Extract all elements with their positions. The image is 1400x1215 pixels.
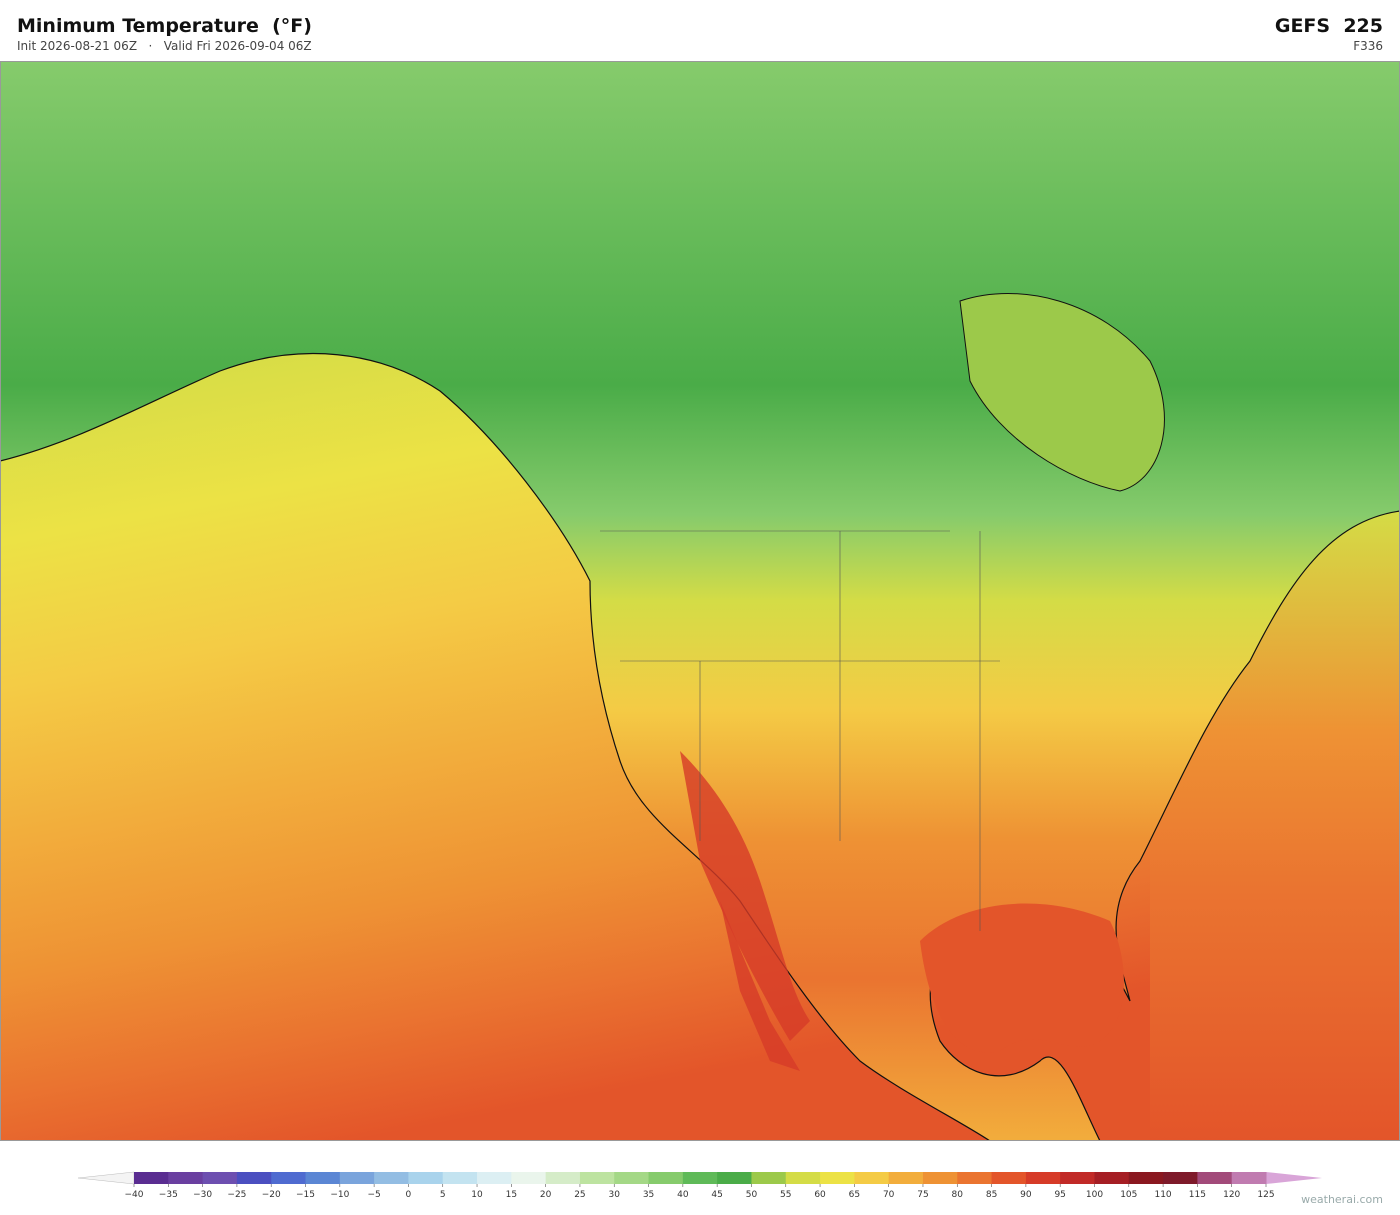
colorbar-tick-label: 60 bbox=[814, 1190, 826, 1200]
colorbar-tick-label: 80 bbox=[952, 1190, 964, 1200]
colorbar-bin bbox=[545, 1172, 581, 1184]
colorbar-tick-label: 120 bbox=[1223, 1190, 1240, 1200]
watermark: weatherai.com bbox=[1301, 1193, 1383, 1206]
colorbar-bin bbox=[442, 1172, 478, 1184]
colorbar-bin bbox=[888, 1172, 924, 1184]
colorbar-tick-label: 40 bbox=[677, 1190, 689, 1200]
colorbar-tick-label: −30 bbox=[193, 1190, 212, 1200]
colorbar-bin bbox=[408, 1172, 444, 1184]
desert-heat bbox=[680, 751, 810, 1041]
colorbar-bin bbox=[922, 1172, 958, 1184]
colorbar-bin bbox=[991, 1172, 1027, 1184]
colorbar-tick-label: 55 bbox=[780, 1190, 791, 1200]
colorbar-bin bbox=[271, 1172, 307, 1184]
map-frame bbox=[0, 61, 1400, 1141]
hudson-bay bbox=[959, 293, 1165, 492]
model-name: GEFS 225 bbox=[1274, 15, 1383, 37]
colorbar-tick-label: 25 bbox=[574, 1190, 585, 1200]
colorbar-tick-label: −20 bbox=[262, 1190, 281, 1200]
colorbar-over bbox=[1266, 1172, 1322, 1184]
colorbar-tick-label: −35 bbox=[159, 1190, 178, 1200]
colorbar-tick-label: 20 bbox=[540, 1190, 552, 1200]
colorbar-tick-label: −25 bbox=[227, 1190, 246, 1200]
colorbar-tick-label: 90 bbox=[1020, 1190, 1032, 1200]
colorbar-tick-label: 105 bbox=[1120, 1190, 1137, 1200]
colorbar-bin bbox=[1163, 1172, 1198, 1184]
colorbar-bin bbox=[1060, 1172, 1095, 1184]
colorbar-bin bbox=[1128, 1172, 1164, 1184]
colorbar-bin bbox=[236, 1172, 272, 1184]
colorbar-under bbox=[77, 1171, 135, 1185]
colorbar-bin bbox=[648, 1172, 684, 1184]
colorbar-bin bbox=[1094, 1172, 1130, 1184]
colorbar-bin bbox=[305, 1172, 341, 1184]
colorbar-bin bbox=[854, 1172, 890, 1184]
colorbar-tick-label: 100 bbox=[1086, 1190, 1103, 1200]
colorbar-tick-label: 70 bbox=[883, 1190, 895, 1200]
colorbar-bin bbox=[202, 1172, 238, 1184]
colorbar-tick-label: 30 bbox=[609, 1190, 621, 1200]
colorbar-tick-label: 110 bbox=[1154, 1190, 1171, 1200]
colorbar-bin bbox=[511, 1172, 547, 1184]
colorbar-bin bbox=[682, 1172, 718, 1184]
colorbar-bin bbox=[134, 1172, 169, 1184]
title: Minimum Temperature (°F) bbox=[17, 15, 312, 37]
colorbar-tick-label: 5 bbox=[440, 1190, 446, 1200]
colorbar-bin bbox=[579, 1172, 615, 1184]
colorbar-bin bbox=[168, 1172, 204, 1184]
colorbar-tick-label: 0 bbox=[406, 1190, 412, 1200]
colorbar-tick-label: −10 bbox=[330, 1190, 349, 1200]
colorbar-bin bbox=[1025, 1172, 1061, 1184]
colorbar-tick-label: 35 bbox=[643, 1190, 654, 1200]
colorbar-tick-label: −40 bbox=[125, 1190, 144, 1200]
colorbar-bin bbox=[339, 1172, 375, 1184]
colorbar-bin bbox=[717, 1172, 752, 1184]
gulf bbox=[920, 903, 1124, 1053]
subtitle: Init 2026-08-21 06Z · Valid Fri 2026-09-… bbox=[17, 39, 312, 53]
colorbar-bin bbox=[751, 1172, 787, 1184]
colorbar-bin bbox=[957, 1172, 993, 1184]
colorbar-tick-label: 15 bbox=[506, 1190, 517, 1200]
colorbar-tick-label: 115 bbox=[1189, 1190, 1206, 1200]
colorbar-bin bbox=[374, 1172, 409, 1184]
colorbar-tick-label: 10 bbox=[471, 1190, 483, 1200]
colorbar-bin bbox=[477, 1172, 512, 1184]
forecast-hour: F336 bbox=[1353, 39, 1383, 53]
colorbar-tick-label: 125 bbox=[1257, 1190, 1274, 1200]
colorbar-bin bbox=[614, 1172, 650, 1184]
colorbar-bin bbox=[1197, 1172, 1233, 1184]
colorbar-tick-label: 65 bbox=[849, 1190, 860, 1200]
colorbar: −40 −35 −30 −25 −20 −15 −10 −5 0 5 10 15 20 25 30 35 40 4… bbox=[77, 1171, 1322, 1200]
colorbar-tick-label: 95 bbox=[1054, 1190, 1065, 1200]
colorbar-bin bbox=[820, 1172, 855, 1184]
colorbar-tick-label: 45 bbox=[711, 1190, 722, 1200]
colorbar-bin bbox=[785, 1172, 821, 1184]
colorbar-tick-label: 50 bbox=[746, 1190, 758, 1200]
colorbar-tick-label: −15 bbox=[296, 1190, 315, 1200]
colorbar-bin bbox=[1231, 1172, 1267, 1184]
map bbox=[0, 61, 1400, 1141]
colorbar-tick-label: 75 bbox=[917, 1190, 928, 1200]
borders bbox=[600, 530, 1000, 931]
colorbar-tick-label: 85 bbox=[986, 1190, 997, 1200]
gulf-of-california bbox=[720, 901, 800, 1071]
colorbar-tick-label: −5 bbox=[367, 1190, 380, 1200]
